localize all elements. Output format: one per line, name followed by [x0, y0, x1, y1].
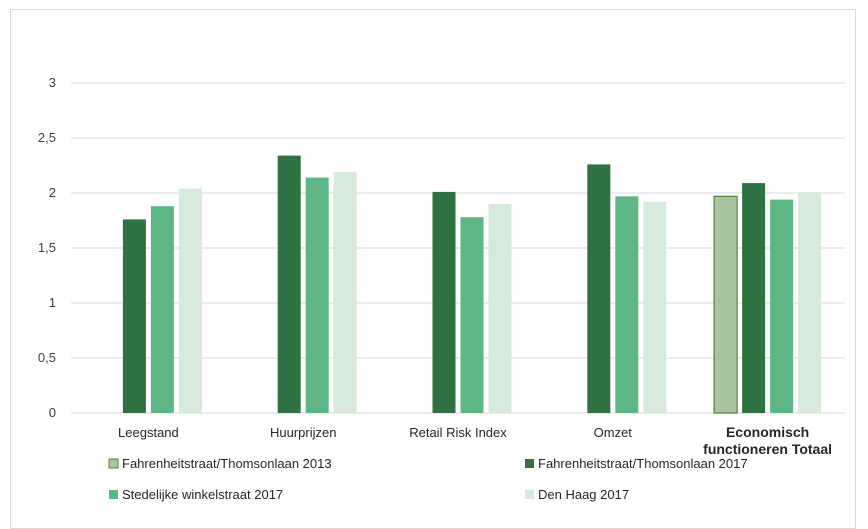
bar-3-5 — [770, 199, 794, 413]
bar-4-2 — [333, 172, 357, 413]
y-tick-label: 2 — [49, 185, 56, 200]
x-category-label: Leegstand — [118, 425, 179, 440]
bars — [122, 155, 822, 414]
bar-2-2 — [277, 155, 301, 413]
y-axis: 0 0,5 1 1,5 2 2,5 3 — [38, 75, 56, 420]
bar-3-2 — [305, 177, 329, 413]
legend-swatch — [108, 458, 119, 469]
y-tick-label: 1 — [49, 295, 56, 310]
bar-2-5 — [742, 183, 766, 413]
y-tick-label: 3 — [49, 75, 56, 90]
legend: Fahrenheitstraat/Thomsonlaan 2013 Fahrenh… — [108, 456, 748, 502]
x-category-label: Economisch — [726, 424, 809, 440]
bar-2-1 — [122, 219, 146, 413]
bar-2-3 — [432, 191, 456, 413]
y-tick-label: 2,5 — [38, 130, 56, 145]
bar-3-1 — [150, 206, 174, 413]
bar-4-1 — [178, 188, 202, 413]
legend-swatch — [525, 490, 534, 499]
bar-2-4 — [587, 164, 611, 413]
legend-label: Fahrenheitstraat/Thomsonlaan 2013 — [122, 456, 332, 471]
bar-1-5 — [713, 195, 738, 414]
legend-label: Fahrenheitstraat/Thomsonlaan 2017 — [538, 456, 748, 471]
bar-chart: 0 0,5 1 1,5 2 2,5 3 Leegstand Huurprijzen Retail… — [38, 75, 845, 502]
legend-swatch — [109, 490, 118, 499]
x-category-label: functioneren Totaal — [703, 441, 832, 457]
bar-3-3 — [460, 217, 484, 413]
y-tick-label: 0,5 — [38, 350, 56, 365]
x-category-label: Retail Risk Index — [409, 425, 507, 440]
bar-4-3 — [488, 204, 512, 413]
bar-3-4 — [615, 196, 639, 413]
bar-4-4 — [643, 201, 667, 413]
y-tick-label: 0 — [49, 405, 56, 420]
x-category-label: Huurprijzen — [270, 425, 336, 440]
chart-frame: 0 0,5 1 1,5 2 2,5 3 Leegstand Huurprijzen Retail… — [10, 9, 856, 529]
legend-label: Stedelijke winkelstraat 2017 — [122, 487, 283, 502]
x-axis: Leegstand Huurprijzen Retail Risk Index Omz… — [118, 424, 832, 457]
y-tick-label: 1,5 — [38, 240, 56, 255]
bar-4-5 — [798, 191, 822, 413]
legend-swatch — [525, 459, 534, 468]
x-category-label: Omzet — [594, 425, 633, 440]
legend-label: Den Haag 2017 — [538, 487, 629, 502]
